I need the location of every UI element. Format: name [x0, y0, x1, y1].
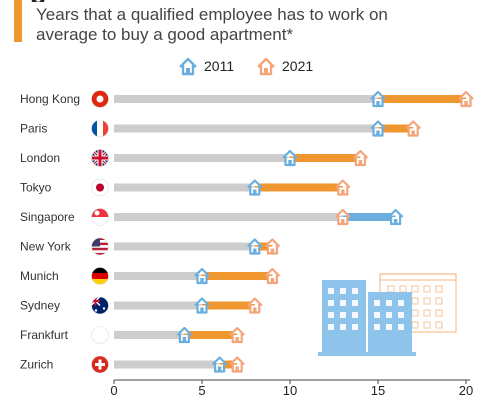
chart-row: Tokyo	[20, 178, 351, 197]
track-bar	[114, 301, 202, 310]
legend-item-2011: 2011	[178, 56, 234, 76]
house-icon	[264, 267, 281, 285]
house-icon	[335, 208, 351, 226]
chart-row: Frankfurt	[20, 326, 245, 344]
house-icon	[179, 57, 197, 76]
house-icon	[229, 356, 245, 373]
city-label: Sydney	[20, 299, 60, 313]
chart-row: Sydney	[20, 296, 263, 315]
chart-subtitle: Years that a qualified employee has to w…	[36, 5, 476, 45]
change-bar	[254, 242, 273, 251]
flag-icon-de	[91, 267, 109, 285]
house-icon	[194, 267, 210, 285]
house-icon	[229, 326, 245, 344]
subtitle-line-2: average to buy a good apartment*	[36, 25, 294, 44]
city-label: Frankfurt	[20, 328, 69, 342]
legend-label-2011: 2011	[204, 58, 235, 74]
chart-row: Hong Kong	[20, 90, 474, 108]
track-bar	[114, 272, 202, 280]
track-bar	[114, 360, 220, 369]
change-bar	[202, 301, 255, 310]
change-bar	[378, 124, 414, 133]
track-bar	[114, 183, 255, 192]
change-bar	[378, 95, 466, 103]
change-bar	[202, 272, 273, 280]
buildings-illustration	[318, 273, 457, 356]
change-bar	[342, 213, 396, 221]
track-bar	[114, 213, 343, 221]
house-icon	[370, 120, 386, 137]
chart-row: Singapore	[20, 208, 404, 226]
city-label: Munich	[20, 269, 59, 283]
chart-row: London	[20, 149, 369, 167]
flag-icon-jp	[91, 178, 109, 197]
flag-icon-de	[91, 326, 109, 344]
house-icon	[264, 238, 281, 255]
change-bar	[219, 360, 238, 369]
city-label: Paris	[20, 122, 47, 136]
house-icon	[370, 90, 386, 108]
house-icon	[247, 297, 263, 314]
city-label: Zurich	[20, 358, 53, 372]
track-bar	[114, 154, 290, 162]
chart-legend: 2011 2021	[0, 56, 495, 80]
house-icon	[247, 179, 263, 196]
chart-row: New York	[20, 237, 281, 256]
title-accent-bar	[14, 0, 22, 42]
x-axis: 0 5 10 15 20	[110, 379, 473, 398]
track-bar	[114, 124, 378, 133]
track-bar	[114, 95, 378, 103]
title-fragment: p	[30, 0, 90, 2]
flag-icon-sg	[91, 208, 109, 226]
house-icon	[405, 120, 421, 137]
house-icon	[257, 57, 275, 76]
x-tick-label: 5	[198, 383, 205, 398]
x-tick-label: 15	[371, 383, 385, 398]
city-label: Hong Kong	[20, 92, 80, 106]
house-icon	[282, 149, 298, 167]
x-tick-label: 0	[110, 383, 117, 398]
change-bar	[254, 183, 343, 192]
chart-row: Munich	[20, 267, 281, 285]
city-label: Tokyo	[20, 181, 52, 195]
house-icon	[247, 238, 263, 255]
flag-icon-gb	[91, 149, 109, 167]
legend-label-2021: 2021	[282, 58, 314, 74]
chart-row: Zurich	[20, 355, 245, 374]
flag-icon-us	[91, 237, 109, 256]
house-icon	[176, 326, 193, 344]
city-label: London	[20, 151, 60, 165]
plot-area: Hong Kong Paris London Tokyo Singapore New Yo…	[20, 90, 474, 374]
x-tick-label: 20	[459, 383, 473, 398]
legend-item-2021: 2021	[256, 56, 313, 76]
title-glyph: p	[30, 0, 46, 2]
house-icon	[458, 90, 474, 108]
subtitle-line-1: Years that a qualified employee has to w…	[36, 5, 388, 24]
house-icon	[335, 179, 351, 196]
flag-icon-au	[91, 296, 109, 315]
flag-icon-fr	[91, 119, 109, 138]
house-icon	[387, 208, 404, 226]
change-bar	[290, 154, 361, 162]
flag-icon-ch	[91, 355, 109, 374]
track-bar	[114, 331, 185, 339]
house-icon	[352, 149, 369, 167]
building-2011	[318, 280, 416, 356]
house-icon	[211, 356, 228, 373]
chart-row: Paris	[20, 119, 421, 138]
house-icon	[194, 297, 210, 314]
flag-icon-hk	[91, 90, 109, 108]
track-bar	[114, 242, 255, 251]
city-label: Singapore	[20, 210, 75, 224]
change-bar	[184, 331, 238, 339]
city-label: New York	[20, 240, 72, 254]
x-tick-label: 10	[283, 383, 297, 398]
